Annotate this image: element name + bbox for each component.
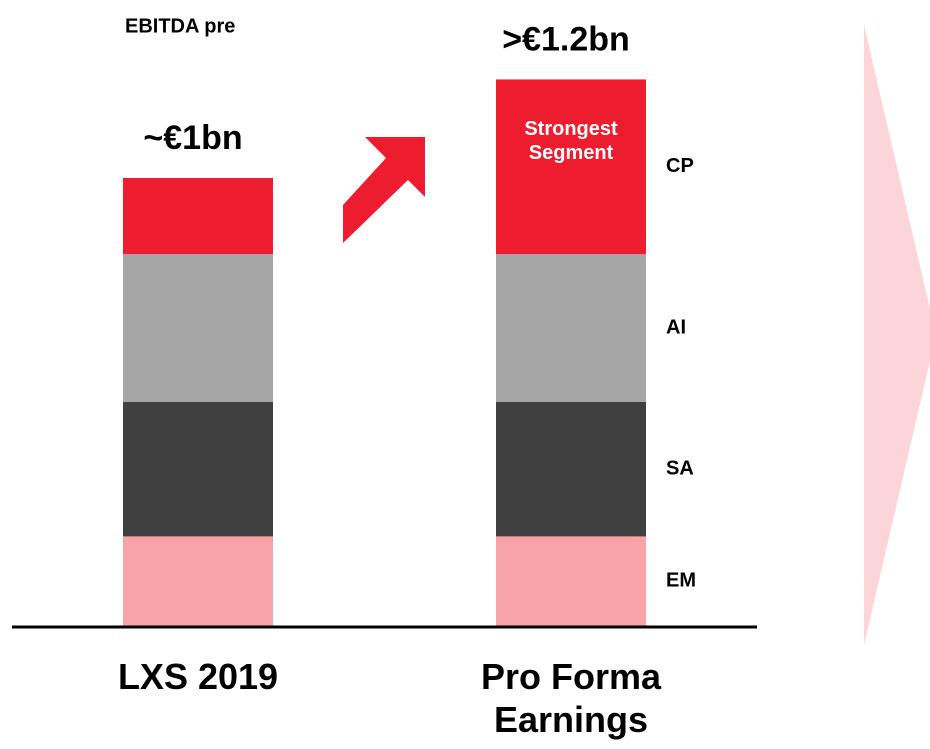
total-label: ~€1bn: [143, 119, 242, 157]
bar-segment: [496, 402, 646, 537]
bar-segment: [123, 178, 273, 255]
bar-segment: [123, 402, 273, 537]
chevron: [864, 25, 930, 645]
legend-label: CP: [666, 155, 694, 177]
bar-segment: [123, 536, 273, 626]
bar-segment: [496, 536, 646, 626]
growth-arrow: [343, 137, 425, 243]
bar-segment: [496, 79, 646, 255]
total-label: >€1.2bn: [502, 20, 630, 58]
bar-segment: [496, 254, 646, 402]
segment-annotation: Strongest Segment: [524, 118, 618, 165]
bar-segment: [123, 254, 273, 402]
chart-title: EBITDA pre: [125, 15, 235, 37]
legend-label: AI: [666, 316, 686, 338]
legend-label: SA: [666, 457, 694, 479]
x-tick-label: LXS 2019: [117, 656, 279, 697]
x-tick-label: Pro Forma Earnings: [480, 656, 662, 741]
legend-label: EM: [666, 569, 696, 591]
